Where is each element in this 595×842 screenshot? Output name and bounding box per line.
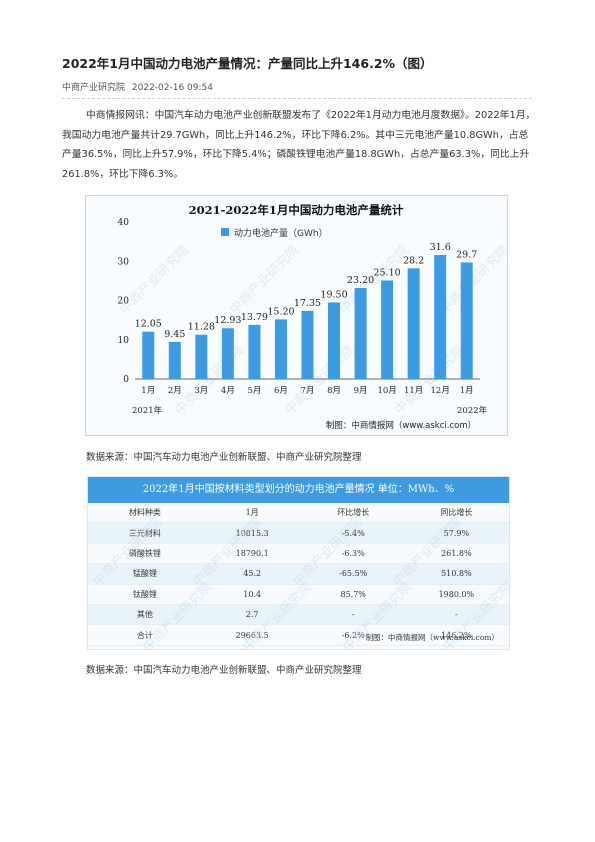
bar-value-label: 12.05 [135, 319, 162, 330]
table-cell: 磷酸铁锂 [88, 543, 202, 565]
legend-label: 动力电池产量（GWh） [234, 227, 328, 239]
y-tick-label: 20 [118, 297, 130, 307]
material-table: 中商产业研究院 中商产业研究院 中商产业研究院 中商产业研究院 中商产业研究院 中商产业研… [87, 476, 510, 650]
table-row: 合计 29663.5 -6.2% 146.2% [88, 624, 509, 646]
table-cell: -6.2% [302, 624, 404, 646]
source-note-1: 数据来源：中国汽车动力电池产业创新联盟、中商产业研究院整理 [86, 452, 362, 463]
x-tick-label: 9月 [354, 386, 368, 396]
table-cell: 29663.5 [201, 624, 303, 646]
data-table: 材料种类 1月 环比增长 同比增长 三元材料 10815.3 -5.4% 57.… [88, 503, 509, 646]
bar-value-label: 31.6 [430, 242, 451, 253]
bar-value-label: 29.7 [456, 249, 477, 260]
chart-credit: 制图：中商情报网（www.askci.com） [326, 420, 476, 431]
table-cell: - [302, 604, 404, 626]
table-cell: 1980.0% [403, 584, 509, 605]
header-cell: 材料种类 [88, 503, 202, 524]
bar [195, 334, 208, 379]
article-title: 2022年1月中国动力电池产量情况：产量同比上升146.2%（图） [62, 56, 433, 71]
x-tick-label: 1月 [141, 386, 155, 396]
bar-value-label: 17.35 [294, 298, 321, 309]
y-tick-label: 30 [118, 257, 130, 267]
year-label-left: 2021年 [132, 405, 163, 416]
table-cell: 261.8% [403, 543, 509, 565]
table-cell: 其他 [88, 604, 202, 626]
bar [434, 254, 447, 379]
table-cell: 三元材料 [88, 522, 202, 544]
header-cell: 环比增长 [302, 503, 404, 524]
table-cell: 45.2 [201, 563, 303, 585]
article-meta: 中商产业研究院 2022-02-16 09:54 [62, 80, 217, 93]
table-row: 锰酸锂 45.2 -65.5% 510.8% [88, 563, 509, 585]
x-tick-label: 1月 [460, 386, 474, 396]
bar-value-label: 12.93 [214, 315, 241, 326]
bar [460, 262, 473, 379]
header-cell: 1月 [201, 503, 303, 524]
bar-value-label: 15.20 [267, 306, 294, 317]
table-cell: 10815.3 [201, 522, 303, 544]
table-cell: 146.2% [403, 624, 509, 646]
bar [354, 287, 367, 379]
table-row: 磷酸铁锂 18790.1 -6.3% 261.8% [88, 543, 509, 565]
y-tick-label: 10 [118, 336, 130, 346]
bar-value-label: 11.28 [188, 322, 215, 333]
legend-swatch [221, 228, 229, 236]
source-note-2: 数据来源：中国汽车动力电池产业创新联盟、中商产业研究院整理 [86, 665, 362, 676]
article-paragraph: 中商情报网讯：中国汽车动力电池产业创新联盟发布了《2022年1月动力电池月度数据… [62, 110, 536, 180]
table-cell: -5.4% [302, 522, 404, 544]
bar [301, 310, 314, 379]
table-cell: 合计 [88, 624, 202, 646]
table-cell: 2.7 [201, 604, 303, 626]
bar-value-label: 23.20 [347, 275, 374, 286]
x-tick-label: 6月 [274, 386, 288, 396]
y-tick-label: 40 [118, 218, 130, 228]
table-cell: 57.9% [403, 522, 509, 544]
x-tick-label: 12月 [431, 386, 450, 396]
x-tick-label: 10月 [377, 386, 396, 396]
header-cell: 同比增长 [403, 503, 509, 524]
year-label-right: 2022年 [457, 405, 488, 416]
table-cell: 锰酸锂 [88, 563, 202, 585]
bar-value-label: 19.50 [320, 289, 347, 300]
table-row: 钛酸锂 10.4 85.7% 1980.0% [88, 584, 509, 605]
divider [62, 98, 532, 99]
article-date: 2022-02-16 09:54 [131, 83, 213, 93]
table-cell: -6.3% [302, 543, 404, 565]
x-tick-label: 5月 [247, 386, 261, 396]
table-cell: -65.5% [302, 563, 404, 585]
bar-value-label: 9.45 [164, 329, 185, 340]
bar [328, 302, 341, 379]
bar [381, 280, 394, 379]
bar-value-label: 25.10 [374, 267, 401, 278]
bar [407, 268, 420, 379]
y-tick-label: 0 [123, 375, 129, 385]
x-tick-label: 7月 [301, 386, 315, 396]
table-credit: 制图：中商情报网（www.askci.com） [365, 633, 499, 642]
table-cell: 钛酸锂 [88, 584, 202, 605]
chart-title: 2021-2022年1月中国动力电池产量统计 [189, 203, 404, 217]
bar-value-label: 13.79 [241, 312, 268, 323]
table-cell: 18790.1 [201, 543, 303, 565]
x-tick-label: 3月 [194, 386, 208, 396]
bar-value-label: 28.2 [403, 255, 424, 266]
x-tick-label: 8月 [327, 386, 341, 396]
article-source[interactable]: 中商产业研究院 [62, 83, 126, 93]
x-tick-label: 2月 [168, 386, 182, 396]
x-tick-label: 11月 [404, 386, 423, 396]
table-cell: 85.7% [302, 584, 404, 605]
table-cell: 510.8% [403, 563, 509, 585]
table-row: 三元材料 10815.3 -5.4% 57.9% [88, 522, 509, 544]
bar [142, 331, 155, 379]
x-tick-label: 4月 [221, 386, 235, 396]
bar [168, 341, 181, 379]
bar-chart: 中商产业研究院 中商产业研究院 中商产业研究院 中商产业研究院 中商产业研究院 中商产业研… [85, 195, 512, 436]
table-row: 其他 2.7 - - [88, 604, 509, 626]
table-cell: 10.4 [201, 584, 303, 605]
bar [248, 324, 261, 379]
table-title: 2022年1月中国按材料类型划分的动力电池产量情况 单位：MWh、% [88, 477, 509, 503]
bar [221, 328, 234, 379]
table-header-row: 材料种类 1月 环比增长 同比增长 [88, 503, 509, 524]
table-cell: - [403, 604, 509, 626]
bar [274, 319, 287, 379]
